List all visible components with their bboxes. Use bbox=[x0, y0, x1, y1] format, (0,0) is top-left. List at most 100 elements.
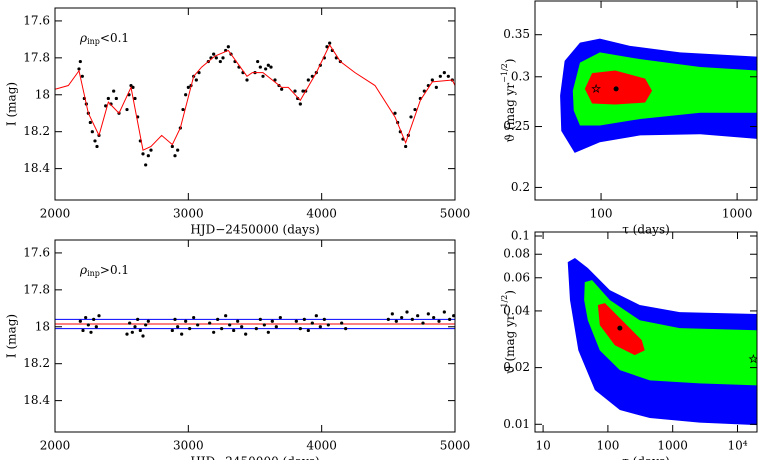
data-point bbox=[181, 107, 185, 112]
y-tick-label: 0.01 bbox=[503, 417, 530, 431]
data-point bbox=[405, 310, 409, 314]
data-point bbox=[340, 321, 344, 325]
plot-frame bbox=[54, 7, 456, 201]
data-point bbox=[125, 332, 129, 336]
x-axis-label: τ (days) bbox=[622, 455, 670, 460]
x-axis-label: τ (days) bbox=[622, 223, 670, 237]
y-label-text: ϑ (mag yr bbox=[503, 83, 517, 143]
data-point bbox=[133, 325, 137, 329]
data-point bbox=[325, 45, 329, 49]
data-point bbox=[208, 321, 212, 325]
data-point bbox=[314, 314, 318, 318]
data-point bbox=[400, 315, 404, 320]
annotation-symbol: ρ bbox=[79, 31, 87, 45]
data-point bbox=[390, 312, 394, 316]
input-star bbox=[591, 83, 601, 93]
data-point bbox=[274, 325, 278, 329]
data-point bbox=[273, 78, 277, 82]
data-point bbox=[184, 319, 188, 323]
y-tick-label: 0.02 bbox=[503, 360, 530, 374]
x-axis-label: HJD−2450000 (days) bbox=[190, 455, 319, 460]
y-axis-label: I (mag) bbox=[5, 314, 19, 358]
data-point bbox=[144, 163, 148, 167]
data-point bbox=[221, 56, 225, 60]
data-point bbox=[262, 323, 266, 327]
data-point bbox=[133, 96, 137, 101]
data-point bbox=[141, 152, 145, 156]
y-tick-label: 0.3 bbox=[511, 69, 530, 83]
data-point bbox=[114, 96, 118, 101]
x-axis-label: HJD−2450000 (days) bbox=[190, 223, 319, 237]
data-point bbox=[326, 323, 330, 327]
data-point bbox=[310, 321, 314, 325]
x-tick-label: 4000 bbox=[306, 439, 337, 453]
data-point bbox=[386, 317, 390, 321]
y-label-text: ϑ (mag yr bbox=[503, 314, 517, 374]
x-tick-label: 3000 bbox=[173, 439, 204, 453]
y-tick-label: 0.2 bbox=[511, 180, 530, 194]
data-point bbox=[244, 332, 248, 336]
data-point bbox=[310, 74, 314, 78]
data-point bbox=[409, 115, 413, 119]
data-point bbox=[90, 130, 94, 134]
data-point bbox=[77, 67, 81, 71]
plot-frame bbox=[534, 0, 758, 201]
y-tick-label: 18 bbox=[35, 87, 50, 101]
data-point bbox=[184, 93, 188, 97]
plot-frame bbox=[534, 231, 758, 433]
x-tick-label: 1000 bbox=[657, 439, 688, 453]
data-point bbox=[188, 327, 192, 331]
data-point bbox=[104, 104, 108, 108]
data-point bbox=[173, 317, 177, 321]
data-point bbox=[136, 317, 140, 321]
y-tick-label: 0.06 bbox=[503, 270, 530, 284]
data-point bbox=[306, 328, 310, 333]
data-point bbox=[131, 85, 135, 89]
y-tick-label: 0.1 bbox=[511, 228, 530, 242]
data-point bbox=[146, 319, 150, 323]
data-point bbox=[224, 314, 228, 318]
plot-area bbox=[567, 258, 757, 426]
data-point bbox=[269, 65, 273, 69]
x-tick-label: 5000 bbox=[440, 439, 471, 453]
data-point bbox=[422, 89, 426, 93]
plot-area bbox=[55, 41, 455, 167]
x-tick-label: 2000 bbox=[40, 207, 71, 221]
data-point bbox=[318, 325, 322, 329]
data-point bbox=[434, 85, 438, 89]
data-point bbox=[226, 45, 230, 49]
x-tick-label: 100 bbox=[590, 207, 613, 221]
data-point bbox=[442, 71, 446, 75]
y-tick-label: 17.6 bbox=[23, 245, 50, 259]
data-point bbox=[149, 148, 153, 152]
data-point bbox=[298, 327, 302, 331]
data-point bbox=[266, 63, 270, 67]
data-point bbox=[106, 96, 110, 101]
data-point bbox=[180, 332, 184, 336]
data-point bbox=[146, 154, 150, 158]
data-point bbox=[170, 328, 174, 333]
data-point bbox=[141, 334, 145, 338]
annotation-symbol: ρ bbox=[79, 263, 87, 277]
data-point bbox=[306, 78, 310, 82]
confidence-region bbox=[572, 52, 757, 126]
annotation-subscript: inp bbox=[87, 37, 100, 46]
y-label-close: ) bbox=[503, 290, 517, 295]
data-point bbox=[192, 315, 196, 320]
data-point bbox=[438, 74, 442, 78]
y-tick-label: 0.08 bbox=[503, 247, 530, 261]
data-point bbox=[196, 323, 200, 327]
x-tick-label: 1000 bbox=[722, 207, 753, 221]
annotation: ρinp>0.1 bbox=[79, 263, 129, 279]
data-point bbox=[448, 317, 452, 321]
data-point bbox=[94, 325, 98, 329]
data-point bbox=[280, 87, 284, 91]
data-point bbox=[278, 315, 282, 320]
data-point bbox=[212, 330, 216, 334]
data-point bbox=[293, 89, 297, 93]
data-point bbox=[78, 319, 82, 323]
data-point bbox=[86, 323, 90, 327]
data-point bbox=[173, 154, 177, 158]
data-point bbox=[264, 67, 268, 71]
x-tick-label: 10⁴ bbox=[727, 439, 747, 453]
